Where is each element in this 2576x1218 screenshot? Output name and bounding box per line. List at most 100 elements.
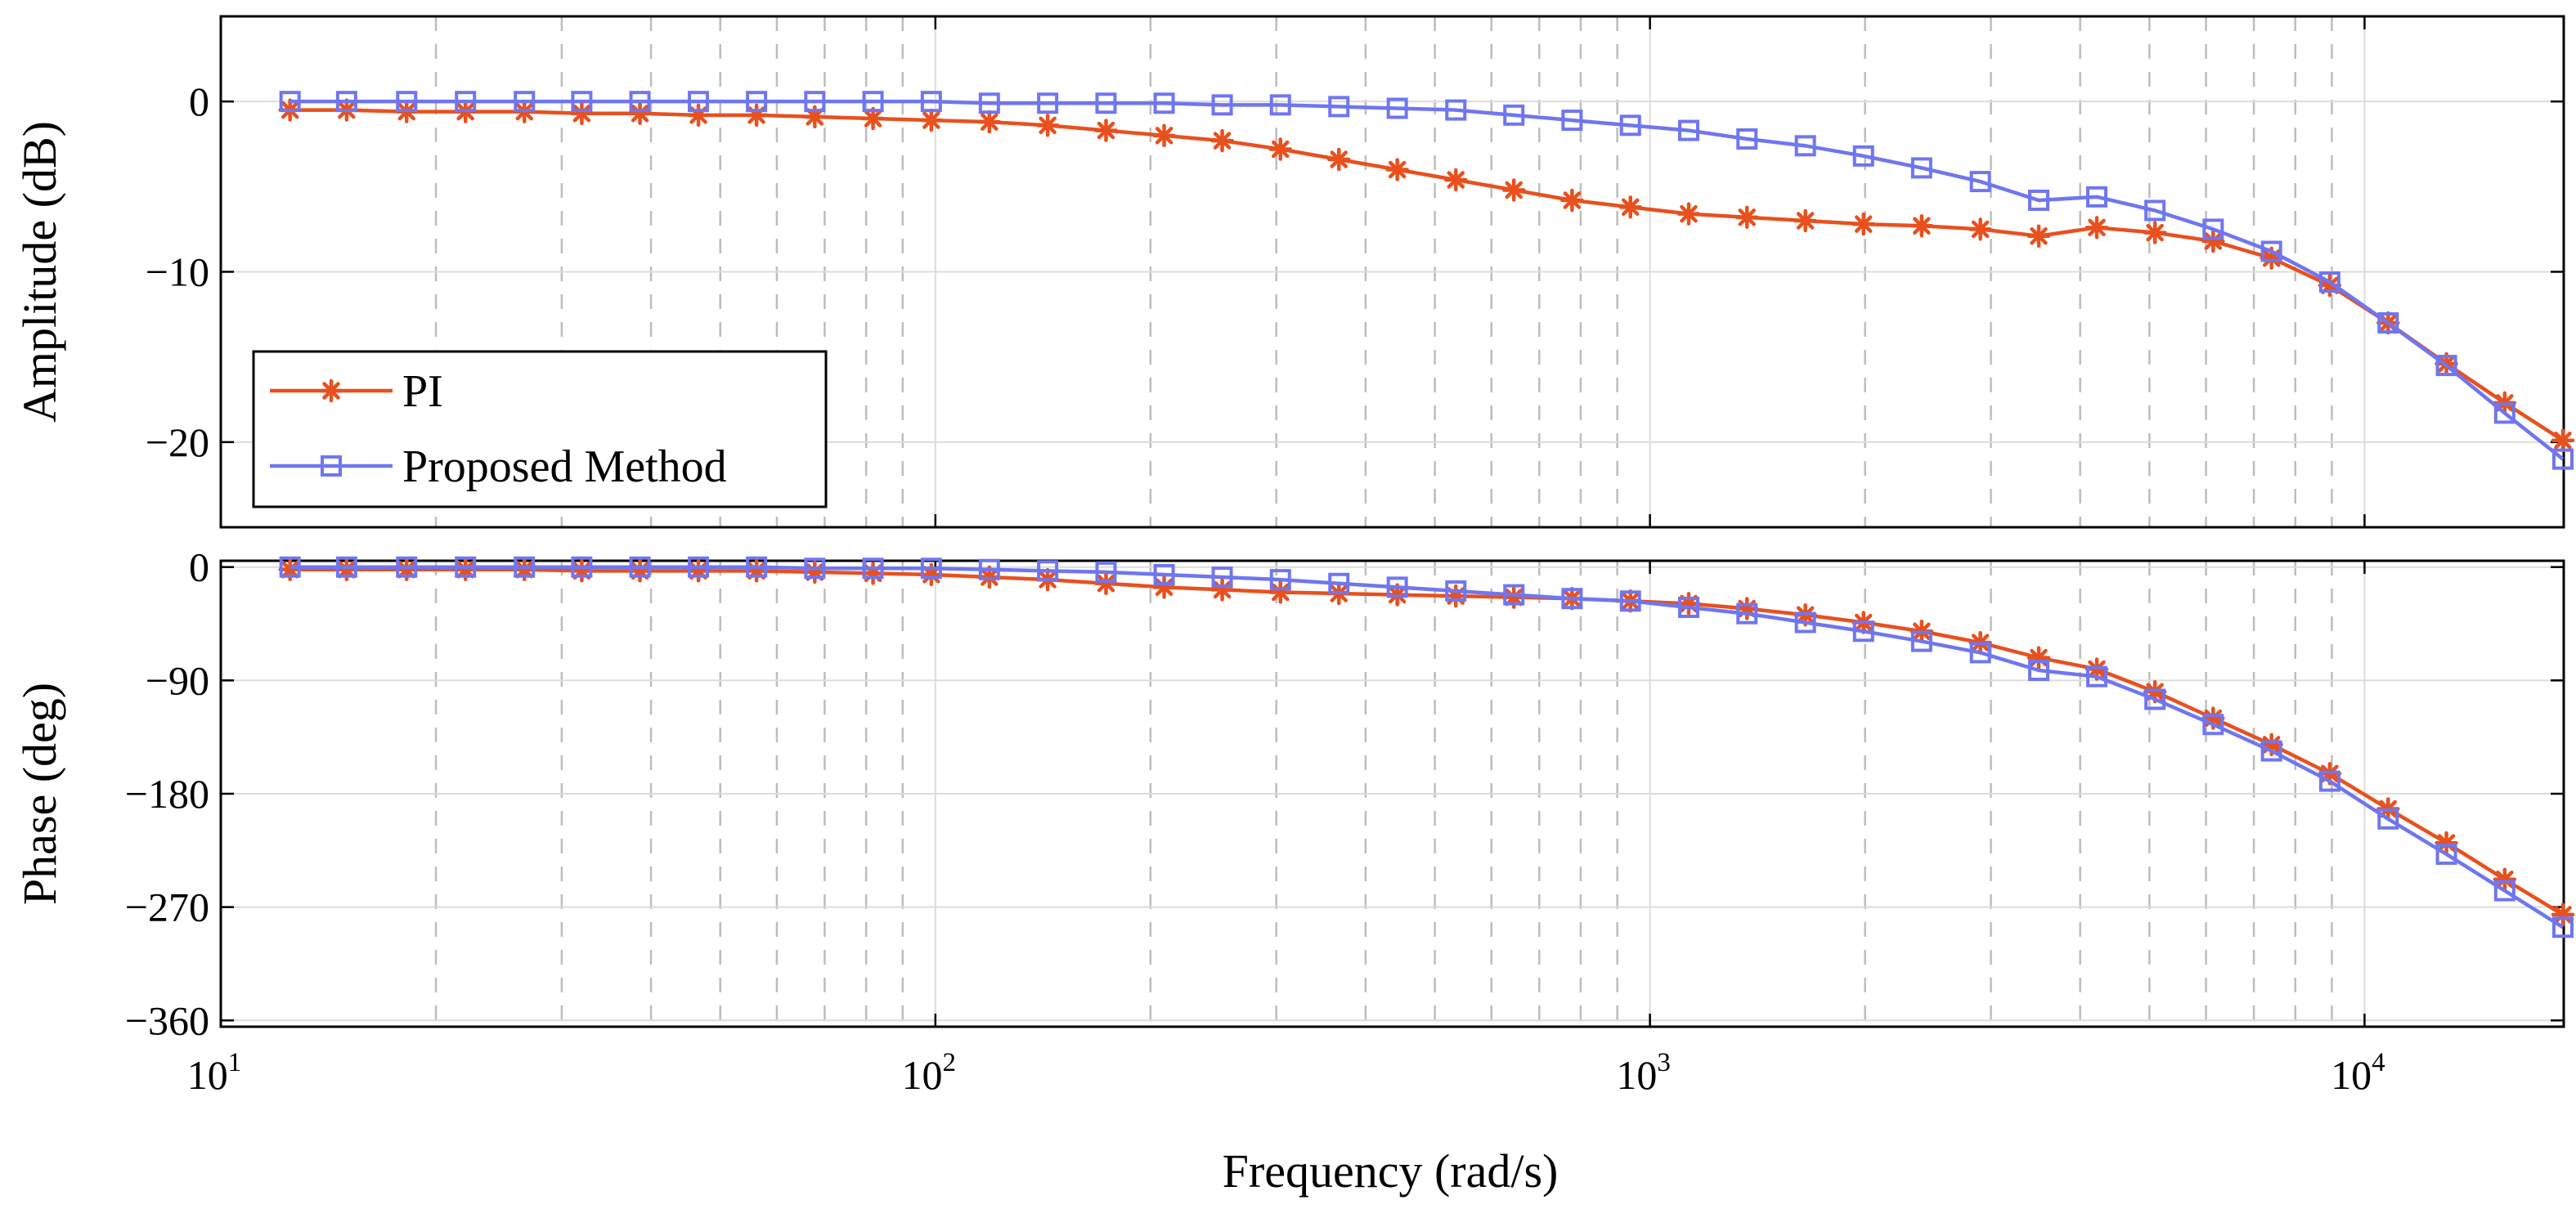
data-point <box>2143 221 2167 244</box>
data-point <box>2260 240 2282 262</box>
data-point <box>1910 630 1932 652</box>
data-point <box>1619 590 1641 612</box>
data-point <box>686 103 711 128</box>
data-point <box>2318 770 2340 792</box>
data-point <box>1268 137 1292 161</box>
data-point <box>1678 119 1700 141</box>
data-point <box>1561 110 1583 132</box>
data-point <box>744 103 769 128</box>
data-point <box>1501 178 1526 202</box>
data-point <box>1386 97 1408 119</box>
data-point <box>2144 199 2166 222</box>
data-point <box>1794 611 1816 634</box>
data-point <box>977 110 1002 134</box>
data-point <box>744 559 769 583</box>
data-point <box>335 91 357 113</box>
data-point <box>2086 186 2108 208</box>
data-point <box>1037 92 1059 114</box>
data-point <box>2028 190 2050 211</box>
data-point <box>1678 597 1700 618</box>
legend-marker <box>321 455 342 477</box>
x-axis-label: Frequency (rad/s) <box>1223 1144 1559 1198</box>
data-point <box>978 558 1000 580</box>
data-point <box>1153 92 1175 114</box>
data-point <box>396 91 418 113</box>
data-point <box>455 556 477 578</box>
data-point <box>862 91 884 113</box>
data-point <box>2026 646 2051 669</box>
data-point <box>803 560 827 584</box>
data-point <box>1736 602 1758 625</box>
y-tick-label: −360 <box>125 997 209 1043</box>
data-point <box>2318 271 2340 293</box>
data-point <box>2202 218 2224 240</box>
x-tick-label: 102 <box>902 1048 957 1098</box>
data-point <box>396 556 418 578</box>
legend-item: Proposed Method <box>270 441 727 492</box>
data-point <box>2493 880 2515 902</box>
data-point <box>334 558 359 582</box>
data-point <box>1793 208 1817 233</box>
data-point <box>2202 714 2224 736</box>
data-point <box>1095 561 1117 583</box>
data-point <box>1560 188 1584 213</box>
axes-box <box>219 559 2565 1028</box>
data-point <box>1037 560 1059 582</box>
data-point <box>335 556 357 578</box>
data-point <box>2435 355 2457 377</box>
data-point <box>2493 867 2517 892</box>
data-point <box>1035 114 1060 137</box>
data-point <box>1269 94 1291 116</box>
data-point <box>686 559 711 583</box>
data-point <box>1969 171 1991 193</box>
data-point <box>1969 642 1991 664</box>
data-point <box>2086 665 2108 687</box>
series-line <box>289 99 2565 461</box>
data-point <box>746 556 768 578</box>
data-point <box>1210 128 1234 153</box>
y-tick-label: −90 <box>146 657 209 703</box>
data-point <box>571 91 593 113</box>
series-line <box>289 108 2565 442</box>
data-point <box>1503 104 1525 126</box>
data-point <box>1153 563 1175 585</box>
data-point <box>1385 158 1409 181</box>
series-line <box>289 567 2565 916</box>
data-point <box>1152 575 1176 599</box>
series-pi <box>278 558 2575 927</box>
data-point <box>1852 620 1874 643</box>
data-point <box>1328 96 1350 118</box>
data-point <box>1095 92 1117 114</box>
legend: PI Proposed Method <box>252 350 828 508</box>
data-point <box>1269 569 1291 591</box>
data-point <box>2144 688 2166 710</box>
data-point <box>514 91 536 113</box>
data-point <box>1094 571 1118 595</box>
data-point <box>2552 916 2574 938</box>
phase-panel: 0 −90 −180 −270 −360 Phase (deg) <box>13 544 2575 1043</box>
legend-item: PI <box>270 366 443 417</box>
y-tick-label: −180 <box>125 771 209 817</box>
data-point <box>1619 114 1641 137</box>
data-point <box>279 91 301 113</box>
data-point <box>1443 168 1468 192</box>
data-point <box>804 558 826 580</box>
data-point <box>629 556 651 578</box>
data-point <box>1445 99 1467 121</box>
data-point <box>978 92 1000 114</box>
y-axis-label: Amplitude (dB) <box>13 121 66 423</box>
data-point <box>629 91 651 113</box>
data-point <box>1211 94 1233 116</box>
data-point <box>628 101 652 125</box>
x-tick-label: 101 <box>187 1048 242 1098</box>
data-point <box>570 101 594 125</box>
data-point <box>2260 740 2282 762</box>
data-point <box>688 556 710 578</box>
data-point <box>2028 660 2050 682</box>
series-proposed-method <box>279 556 2574 938</box>
data-point <box>2377 312 2399 334</box>
data-point <box>2201 229 2225 253</box>
data-point <box>1210 578 1234 602</box>
data-point <box>1152 123 1176 148</box>
